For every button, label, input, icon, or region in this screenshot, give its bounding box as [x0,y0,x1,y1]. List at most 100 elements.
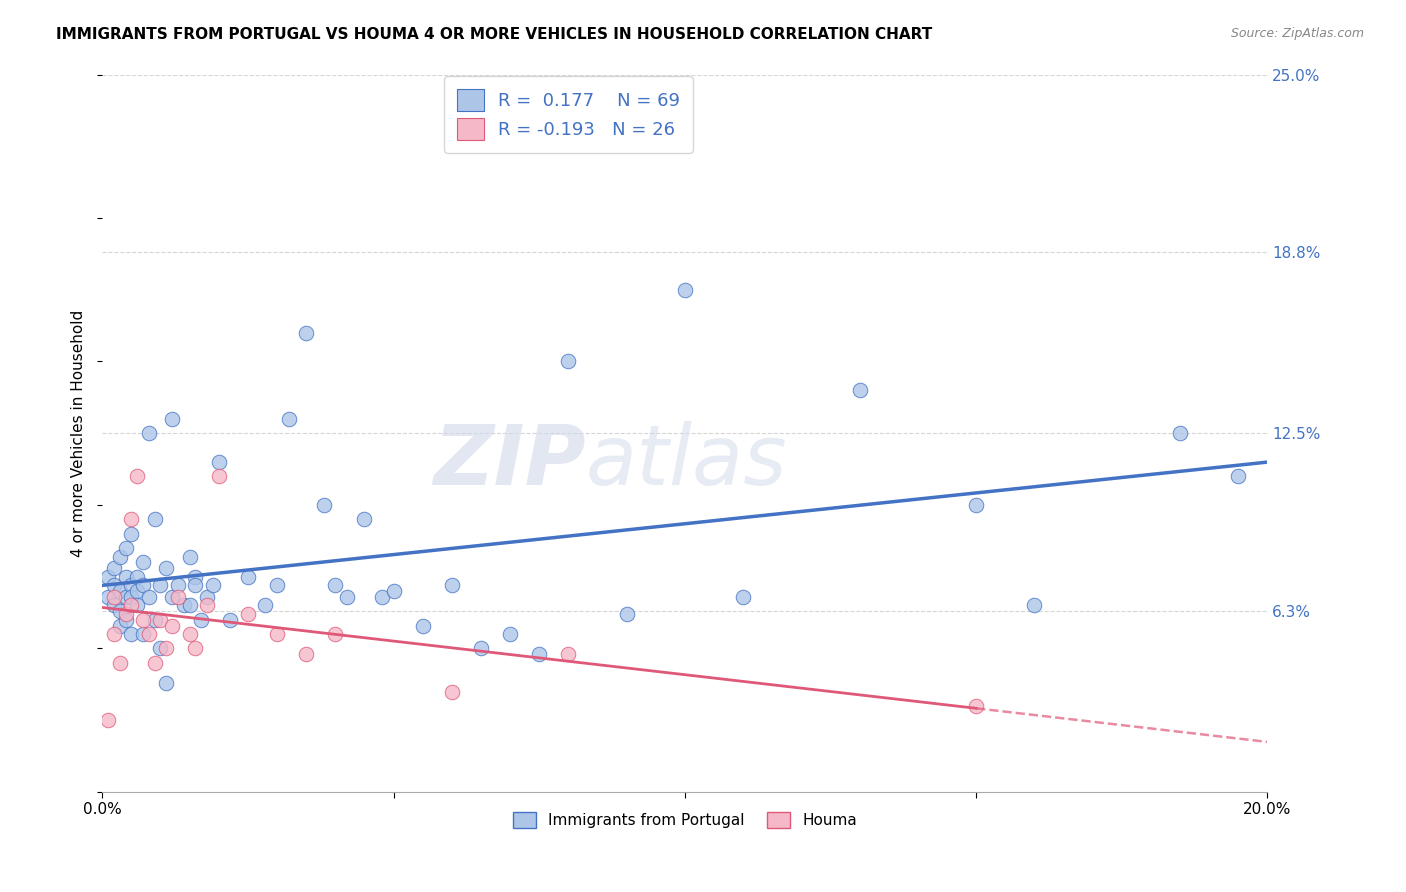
Point [173,599,195,613]
Point [97,590,120,604]
Point [190,613,212,627]
Point [114,590,136,604]
Point [184,570,207,584]
Point [132,613,155,627]
Point [965,698,987,713]
Point [155,641,177,656]
Point [103,627,125,641]
Point [336,590,359,604]
Point [127,599,149,613]
Text: ZIP: ZIP [433,421,586,502]
Point [208,469,231,483]
Point [132,627,155,641]
Point [149,578,172,592]
Point [97,570,120,584]
Point [120,590,142,604]
Point [127,469,149,483]
Point [179,627,201,641]
Point [108,584,131,599]
Point [108,604,131,618]
Point [138,590,160,604]
Point [733,590,755,604]
Point [323,578,346,592]
Point [179,599,201,613]
Legend: Immigrants from Portugal, Houma: Immigrants from Portugal, Houma [506,806,863,835]
Point [103,599,125,613]
Text: IMMIGRANTS FROM PORTUGAL VS HOUMA 4 OR MORE VEHICLES IN HOUSEHOLD CORRELATION CH: IMMIGRANTS FROM PORTUGAL VS HOUMA 4 OR M… [56,27,932,42]
Point [120,512,142,526]
Point [184,641,207,656]
Point [195,599,218,613]
Point [114,607,136,621]
Point [184,578,207,592]
Point [312,498,335,512]
Point [848,383,870,397]
Point [114,570,136,584]
Point [120,526,142,541]
Point [195,590,218,604]
Point [103,578,125,592]
Point [219,613,242,627]
Point [149,613,172,627]
Point [1024,599,1046,613]
Point [160,590,183,604]
Point [127,570,149,584]
Point [277,412,299,426]
Point [143,613,166,627]
Point [1168,426,1191,441]
Point [382,584,405,599]
Point [673,283,696,297]
Point [353,512,375,526]
Point [138,627,160,641]
Point [114,613,136,627]
Point [236,607,259,621]
Point [557,354,579,368]
Point [527,647,550,661]
Point [295,647,318,661]
Point [412,618,434,632]
Point [108,549,131,564]
Point [254,599,277,613]
Point [138,426,160,441]
Point [108,656,131,670]
Point [371,590,394,604]
Point [557,647,579,661]
Point [266,627,288,641]
Point [103,561,125,575]
Point [120,578,142,592]
Point [1227,469,1250,483]
Point [149,641,172,656]
Point [208,455,231,469]
Point [323,627,346,641]
Point [266,578,288,592]
Point [127,584,149,599]
Point [103,590,125,604]
Point [132,555,155,569]
Point [132,578,155,592]
Point [120,599,142,613]
Point [295,326,318,340]
Point [97,713,120,727]
Point [167,578,190,592]
Point [965,498,987,512]
Point [440,684,463,698]
Point [120,627,142,641]
Point [167,590,190,604]
Point [440,578,463,592]
Point [499,627,522,641]
Point [160,618,183,632]
Y-axis label: 4 or more Vehicles in Household: 4 or more Vehicles in Household [72,310,86,557]
Point [201,578,224,592]
Point [108,618,131,632]
Point [143,512,166,526]
Point [155,561,177,575]
Text: atlas: atlas [586,421,787,502]
Point [236,570,259,584]
Point [470,641,492,656]
Point [179,549,201,564]
Point [114,541,136,555]
Point [160,412,183,426]
Point [143,656,166,670]
Text: Source: ZipAtlas.com: Source: ZipAtlas.com [1230,27,1364,40]
Point [155,676,177,690]
